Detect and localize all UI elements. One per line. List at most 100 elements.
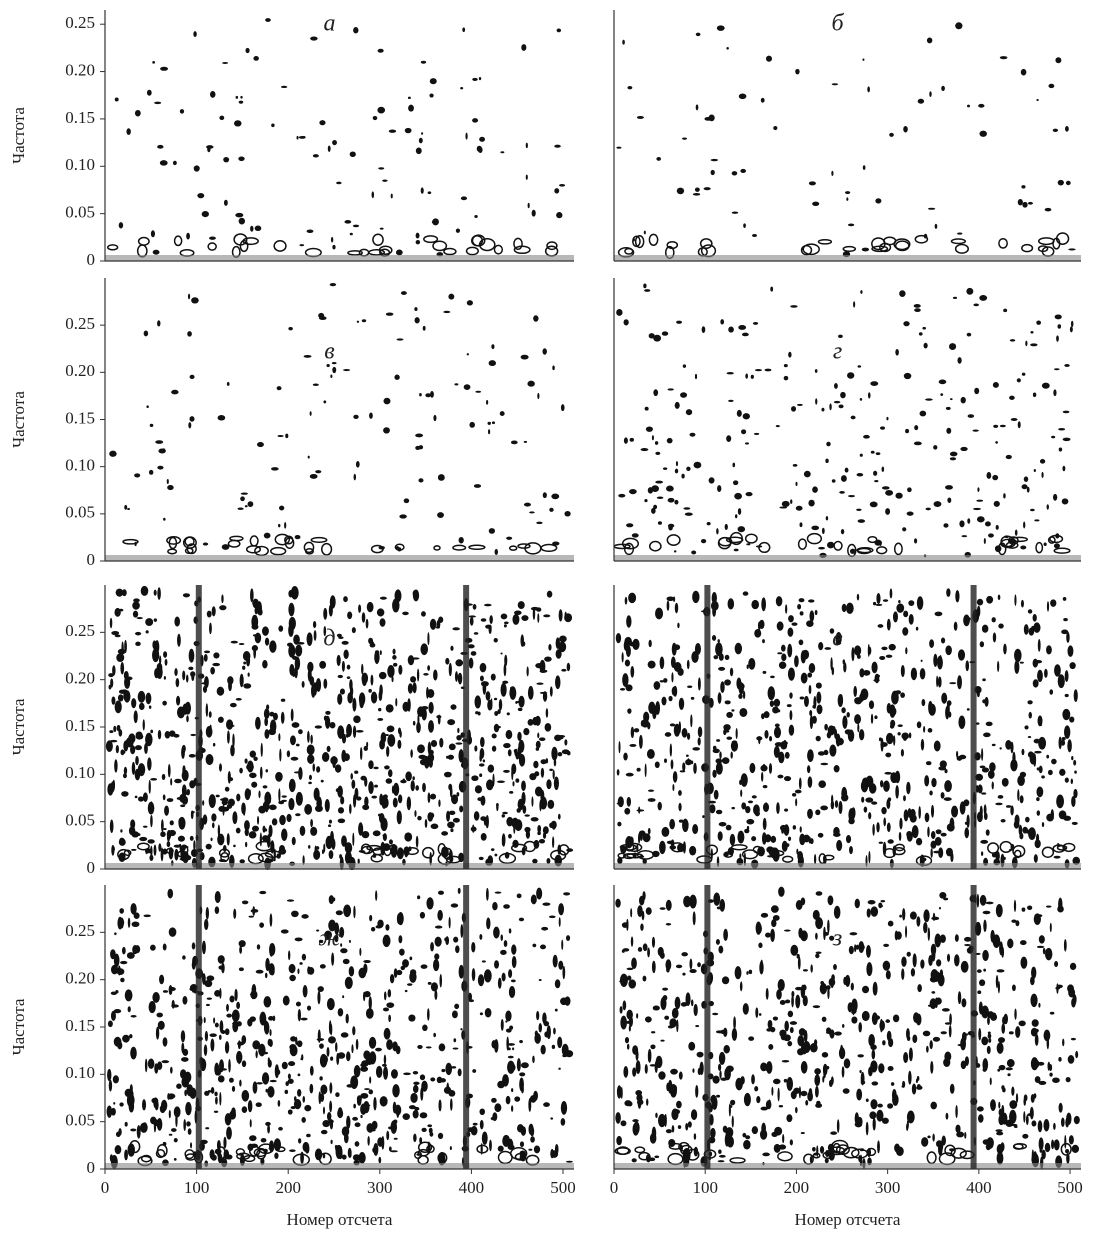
texture — [503, 770, 510, 773]
texture — [491, 1098, 497, 1103]
texture — [163, 1037, 168, 1046]
texture — [947, 954, 950, 962]
texture — [753, 322, 758, 325]
texture — [414, 810, 416, 817]
texture — [245, 758, 248, 763]
texture — [721, 1030, 725, 1034]
texture — [682, 973, 685, 976]
texture — [874, 715, 877, 719]
texture — [820, 806, 828, 811]
texture — [243, 651, 251, 661]
texture — [988, 533, 994, 537]
texture — [1036, 99, 1038, 101]
texture — [228, 540, 239, 547]
texture — [1011, 418, 1018, 421]
texture — [564, 612, 566, 620]
texture — [752, 234, 757, 237]
texture — [801, 1061, 808, 1074]
texture — [300, 1058, 303, 1060]
texture — [422, 1025, 428, 1031]
texture — [110, 819, 114, 833]
texture — [190, 836, 194, 841]
texture — [438, 1099, 441, 1111]
texture — [849, 846, 853, 854]
texture — [542, 902, 550, 905]
texture — [1022, 202, 1027, 208]
texture — [319, 661, 326, 669]
texture — [449, 663, 452, 676]
texture — [808, 534, 822, 544]
texture — [870, 906, 878, 916]
texture — [815, 809, 820, 815]
texture — [222, 62, 228, 64]
texture — [728, 400, 734, 402]
texture — [262, 835, 269, 842]
texture — [483, 681, 487, 695]
texture — [820, 763, 828, 765]
texture — [509, 986, 515, 998]
texture — [383, 427, 390, 433]
texture — [127, 1093, 135, 1107]
texture — [231, 641, 238, 644]
texture — [297, 1089, 301, 1097]
texture — [288, 1074, 291, 1080]
texture — [332, 245, 335, 250]
texture — [981, 1006, 989, 1019]
texture — [299, 244, 304, 246]
texture — [998, 1037, 1005, 1043]
texture — [816, 952, 822, 954]
texture — [410, 1093, 417, 1103]
texture — [917, 721, 922, 728]
texture — [909, 732, 911, 738]
texture — [287, 899, 294, 901]
texture — [421, 1128, 426, 1132]
texture — [927, 1135, 930, 1138]
texture — [726, 712, 733, 718]
texture — [1020, 772, 1026, 778]
texture — [1035, 660, 1042, 663]
texture — [725, 655, 730, 660]
texture — [236, 1002, 240, 1009]
texture — [539, 800, 541, 811]
texture — [181, 746, 185, 759]
texture — [728, 327, 734, 333]
texture — [299, 962, 302, 965]
texture — [531, 607, 539, 611]
texture — [289, 964, 296, 973]
texture — [215, 1023, 219, 1028]
texture — [822, 1052, 828, 1058]
texture — [1055, 314, 1062, 319]
texture — [532, 944, 536, 948]
texture — [916, 627, 918, 631]
texture — [421, 611, 426, 616]
texture — [369, 1089, 374, 1094]
texture — [413, 721, 416, 726]
texture — [236, 828, 241, 834]
texture — [435, 937, 442, 947]
texture — [1036, 797, 1040, 801]
texture — [790, 1139, 793, 1145]
texture — [695, 1025, 699, 1027]
texture — [505, 1011, 511, 1022]
texture — [285, 1090, 289, 1094]
texture — [645, 1064, 648, 1074]
texture — [693, 193, 700, 196]
texture — [474, 484, 481, 488]
texture — [1016, 1093, 1018, 1103]
texture — [546, 708, 548, 718]
texture — [240, 496, 245, 501]
texture — [858, 519, 865, 523]
texture — [954, 954, 960, 966]
texture — [460, 1028, 462, 1030]
texture — [812, 1147, 816, 1152]
texture — [616, 309, 622, 316]
texture — [778, 887, 784, 897]
texture — [368, 781, 374, 794]
texture — [227, 382, 230, 386]
texture — [156, 666, 162, 679]
texture — [880, 541, 882, 546]
texture — [521, 780, 526, 791]
texture — [177, 634, 181, 647]
texture — [308, 456, 310, 459]
texture — [340, 948, 347, 953]
